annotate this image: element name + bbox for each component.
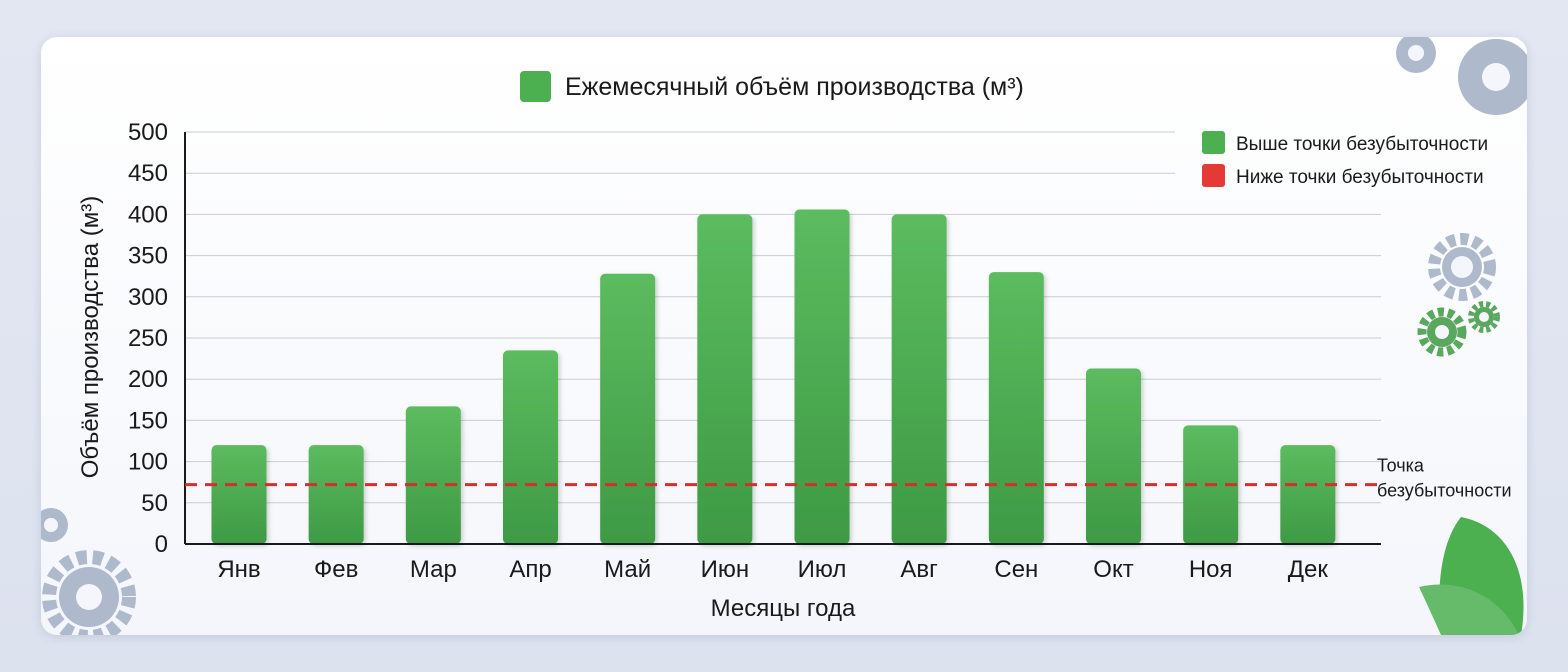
legend-label-above: Выше точки безубыточности xyxy=(1236,134,1488,155)
y-tick-label: 450 xyxy=(128,160,168,187)
x-tick-label: Фев xyxy=(314,556,358,583)
bar xyxy=(1280,445,1336,544)
x-tick-label: Сен xyxy=(994,556,1038,583)
x-tick-label: Дек xyxy=(1288,556,1329,583)
gear-icon-right-green-large xyxy=(1417,307,1467,357)
breakeven-label-line1: Точка xyxy=(1377,456,1425,476)
x-axis-label: Месяцы года xyxy=(711,595,856,622)
legend: Выше точки безубыточности Ниже точки без… xyxy=(1202,131,1488,188)
bar xyxy=(405,406,461,544)
bar xyxy=(891,214,947,544)
y-tick-label: 200 xyxy=(128,366,168,393)
x-axis-ticks: Янв Фев Мар Апр Май Июн Июл Авг Сен Окт Ноя Дек xyxy=(217,556,1328,583)
y-tick-label: 300 xyxy=(128,284,168,311)
gear-icon-bottom-left-small xyxy=(41,508,68,542)
y-tick-label: 0 xyxy=(155,531,168,558)
title-legend-swatch xyxy=(520,71,551,102)
bar xyxy=(697,214,753,544)
bar xyxy=(211,445,267,544)
x-tick-label: Июл xyxy=(798,556,847,583)
bar xyxy=(600,273,656,544)
x-tick-label: Июн xyxy=(701,556,750,583)
bar xyxy=(503,350,558,544)
y-axis-label: Объём производства (м³) xyxy=(77,196,104,479)
y-tick-label: 150 xyxy=(128,407,168,434)
x-tick-label: Окт xyxy=(1093,556,1133,583)
leaf-icon xyxy=(1419,517,1524,635)
bars xyxy=(211,209,1336,544)
y-tick-label: 400 xyxy=(128,201,168,228)
x-tick-label: Апр xyxy=(509,556,551,583)
legend-swatch-below xyxy=(1202,164,1225,187)
y-axis-ticks: 0 50 100 150 200 250 300 350 400 450 500 xyxy=(128,119,168,558)
gear-icon-right-gray xyxy=(1428,233,1496,301)
chart-title: Ежемесячный объём производства (м³) xyxy=(565,73,1024,101)
bar xyxy=(308,445,364,544)
x-tick-label: Янв xyxy=(217,556,260,583)
chart-card: Ежемесячный объём производства (м³) 0 50 1… xyxy=(41,37,1527,635)
gear-icon-top-right-large xyxy=(1458,39,1527,115)
y-tick-label: 100 xyxy=(128,449,168,476)
gear-icon-bottom-left-large xyxy=(42,550,136,635)
chart-canvas: Ежемесячный объём производства (м³) 0 50 1… xyxy=(41,37,1527,635)
gear-icon-right-green-small xyxy=(1468,301,1500,333)
bar xyxy=(988,272,1044,544)
legend-label-below: Ниже точки безубыточности xyxy=(1236,167,1484,188)
x-tick-label: Авг xyxy=(900,556,938,583)
gridlines xyxy=(185,131,1381,504)
breakeven-label-line2: безубыточности xyxy=(1377,481,1512,501)
gear-icon-top-right-small xyxy=(1396,37,1436,73)
y-tick-label: 250 xyxy=(128,325,168,352)
x-tick-label: Май xyxy=(604,556,651,583)
bar xyxy=(1086,368,1141,544)
y-tick-label: 50 xyxy=(141,490,168,517)
x-tick-label: Мар xyxy=(410,556,457,583)
x-tick-label: Ноя xyxy=(1189,556,1233,583)
y-tick-label: 500 xyxy=(128,119,168,146)
bar xyxy=(794,209,850,544)
legend-swatch-above xyxy=(1202,131,1225,154)
y-tick-label: 350 xyxy=(128,243,168,270)
